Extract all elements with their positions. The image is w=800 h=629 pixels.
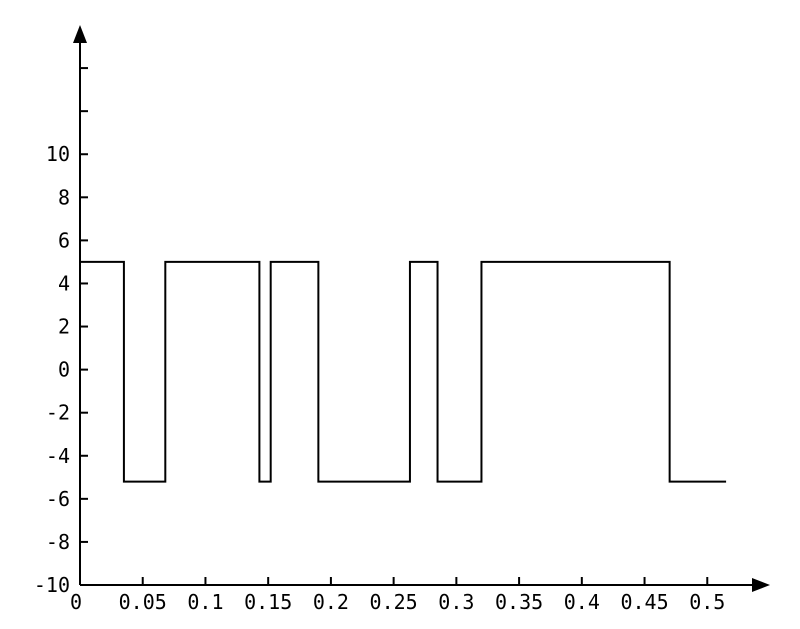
y-tick-label: 10: [46, 142, 70, 166]
y-tick-label: 2: [58, 315, 70, 339]
y-tick-label: -4: [46, 444, 70, 468]
y-tick-label: 6: [58, 228, 70, 252]
y-tick-label: 4: [58, 271, 70, 295]
x-tick-label: 0.45: [620, 590, 668, 614]
y-tick-label: 8: [58, 185, 70, 209]
x-tick-label: 0.25: [370, 590, 418, 614]
x-tick-label: 0: [70, 590, 82, 614]
y-tick-label: -10: [34, 573, 70, 597]
chart-container: -10 -8 -6 -4 -2 0 2 4 6 8 10 0 0.05 0.1 0.15 0.2 0.25 0.3…: [0, 0, 800, 629]
x-tick-label: 0.3: [438, 590, 474, 614]
y-tick-label: -8: [46, 530, 70, 554]
y-tick-label: 0: [58, 358, 70, 382]
x-tick-label: 0.15: [244, 590, 292, 614]
x-tick-label: 0.05: [119, 590, 167, 614]
y-tick-label: -6: [46, 487, 70, 511]
x-tick-label: 0.5: [689, 590, 725, 614]
y-tick-label: -2: [46, 401, 70, 425]
x-tick-label: 0.2: [313, 590, 349, 614]
x-tick-label: 0.35: [495, 590, 543, 614]
step-signal-chart: -10 -8 -6 -4 -2 0 2 4 6 8 10 0 0.05 0.1 0.15 0.2 0.25 0.3…: [0, 0, 800, 629]
signal-line: [80, 262, 726, 482]
x-tick-label: 0.4: [564, 590, 600, 614]
x-tick-label: 0.1: [187, 590, 223, 614]
